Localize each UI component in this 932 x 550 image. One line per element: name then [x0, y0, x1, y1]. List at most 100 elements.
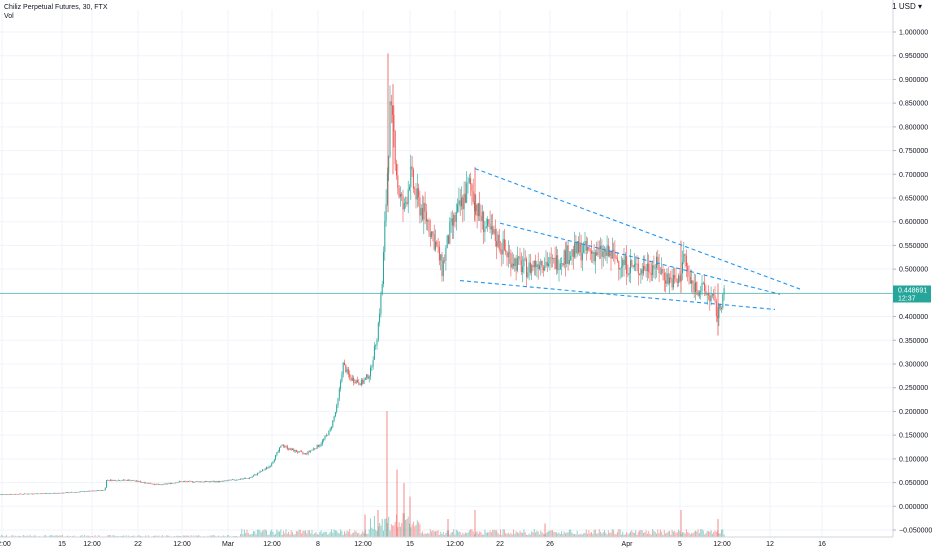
- volume-bar: [279, 531, 280, 537]
- volume-bar: [592, 533, 594, 537]
- candle-body: [718, 304, 720, 318]
- candle-body: [674, 274, 676, 279]
- volume-spike: [386, 411, 388, 537]
- candle-body: [597, 247, 599, 256]
- volume-bar: [312, 534, 314, 537]
- candle-body: [80, 491, 82, 493]
- candle-body: [575, 242, 577, 254]
- volume-bar: [108, 535, 110, 537]
- candle-body: [242, 478, 244, 480]
- volume-bar: [698, 533, 700, 537]
- volume-bar: [425, 533, 427, 537]
- candle-body: [78, 491, 80, 493]
- candle-body: [284, 446, 286, 448]
- candle-body: [708, 293, 709, 296]
- time-axis[interactable]: 12:00 15 12:00 22 12:00 Mar 12:00 8 12:00 15 12:00…: [0, 536, 893, 548]
- volume-bar: [693, 531, 695, 537]
- candle-body: [220, 481, 222, 482]
- candle-body: [375, 345, 377, 347]
- volume-bar: [662, 534, 664, 537]
- candle-body: [56, 493, 58, 494]
- volume-bar: [22, 535, 24, 537]
- volume-bar: [722, 529, 724, 537]
- candle-body: [520, 260, 522, 272]
- volume-bar: [643, 533, 644, 537]
- price-tick-label: 0.250000: [899, 385, 928, 392]
- currency-selector[interactable]: 1 USD ▾: [892, 2, 922, 11]
- volume-bar: [494, 530, 496, 537]
- volume-bar: [329, 531, 331, 537]
- volume-bar: [463, 534, 465, 537]
- candle-body: [446, 235, 448, 248]
- candle-body: [81, 491, 83, 492]
- candle-body: [637, 263, 639, 274]
- candle-body: [631, 260, 633, 266]
- volume-bar: [311, 530, 313, 537]
- volume-bar: [522, 532, 524, 537]
- candle-body: [553, 257, 555, 259]
- candle-body: [32, 493, 33, 495]
- volume-bar: [484, 529, 486, 537]
- volume-bar: [338, 533, 340, 537]
- candle-body: [489, 223, 491, 230]
- candle-body: [624, 256, 626, 265]
- candle-body: [700, 291, 702, 293]
- volume-bar: [661, 531, 663, 537]
- price-tick-label: 0.000000: [899, 504, 928, 511]
- candle-body: [305, 453, 306, 454]
- candle-body: [493, 229, 495, 234]
- candle-body: [676, 281, 678, 283]
- candle-body: [510, 253, 512, 268]
- volume-bar: [91, 535, 93, 537]
- volume-bar: [576, 530, 578, 537]
- volume-bar: [305, 530, 306, 537]
- volume-bar: [559, 534, 561, 537]
- volume-bar: [295, 530, 297, 537]
- volume-bar: [128, 535, 130, 537]
- volume-label[interactable]: Vol: [4, 13, 14, 20]
- candle-body: [142, 482, 144, 483]
- volume-bar: [689, 534, 691, 537]
- candle-body: [463, 193, 465, 210]
- volume-bar: [6, 535, 7, 537]
- volume-bar: [198, 535, 200, 537]
- time-tick-label: 12:00: [263, 541, 281, 548]
- volume-bar: [133, 535, 135, 537]
- symbol-title[interactable]: Chiliz Perpetual Futures, 30, FTX: [4, 4, 108, 11]
- candle-body: [643, 266, 644, 274]
- time-tick-label: 22: [496, 541, 504, 548]
- candle-body: [500, 249, 501, 251]
- candle-body: [409, 186, 410, 190]
- candle-body: [635, 263, 637, 265]
- candle-body: [448, 235, 449, 244]
- volume-bar: [485, 532, 487, 537]
- volume-bar: [327, 534, 329, 537]
- candle-body: [713, 294, 715, 296]
- candle-body: [661, 269, 663, 274]
- volume-bar: [176, 535, 178, 537]
- candle-body: [536, 264, 538, 268]
- volume-bar: [483, 534, 485, 537]
- volume-bar: [479, 531, 481, 537]
- volume-bar: [347, 531, 349, 537]
- volume-bar: [654, 531, 656, 537]
- volume-bar: [710, 530, 712, 537]
- volume-bar: [110, 535, 111, 537]
- volume-bar: [665, 533, 667, 537]
- volume-bar: [601, 533, 603, 537]
- price-axis[interactable]: 1.000000 0.950000 0.900000 0.850000 0.800000…: [892, 0, 932, 537]
- candle-body: [658, 265, 660, 274]
- volume-bar: [268, 534, 270, 537]
- candle-body: [124, 479, 126, 481]
- volume-bar: [709, 531, 711, 537]
- volume-bar: [524, 532, 526, 537]
- candle-body: [696, 282, 698, 291]
- volume-bar: [567, 532, 569, 537]
- candle-body: [173, 482, 175, 484]
- candle-body: [701, 282, 703, 292]
- trendlines[interactable]: [459, 168, 801, 311]
- candle-body: [162, 484, 163, 486]
- price-tick-label: 0.550000: [899, 243, 928, 250]
- candle-body: [351, 377, 353, 381]
